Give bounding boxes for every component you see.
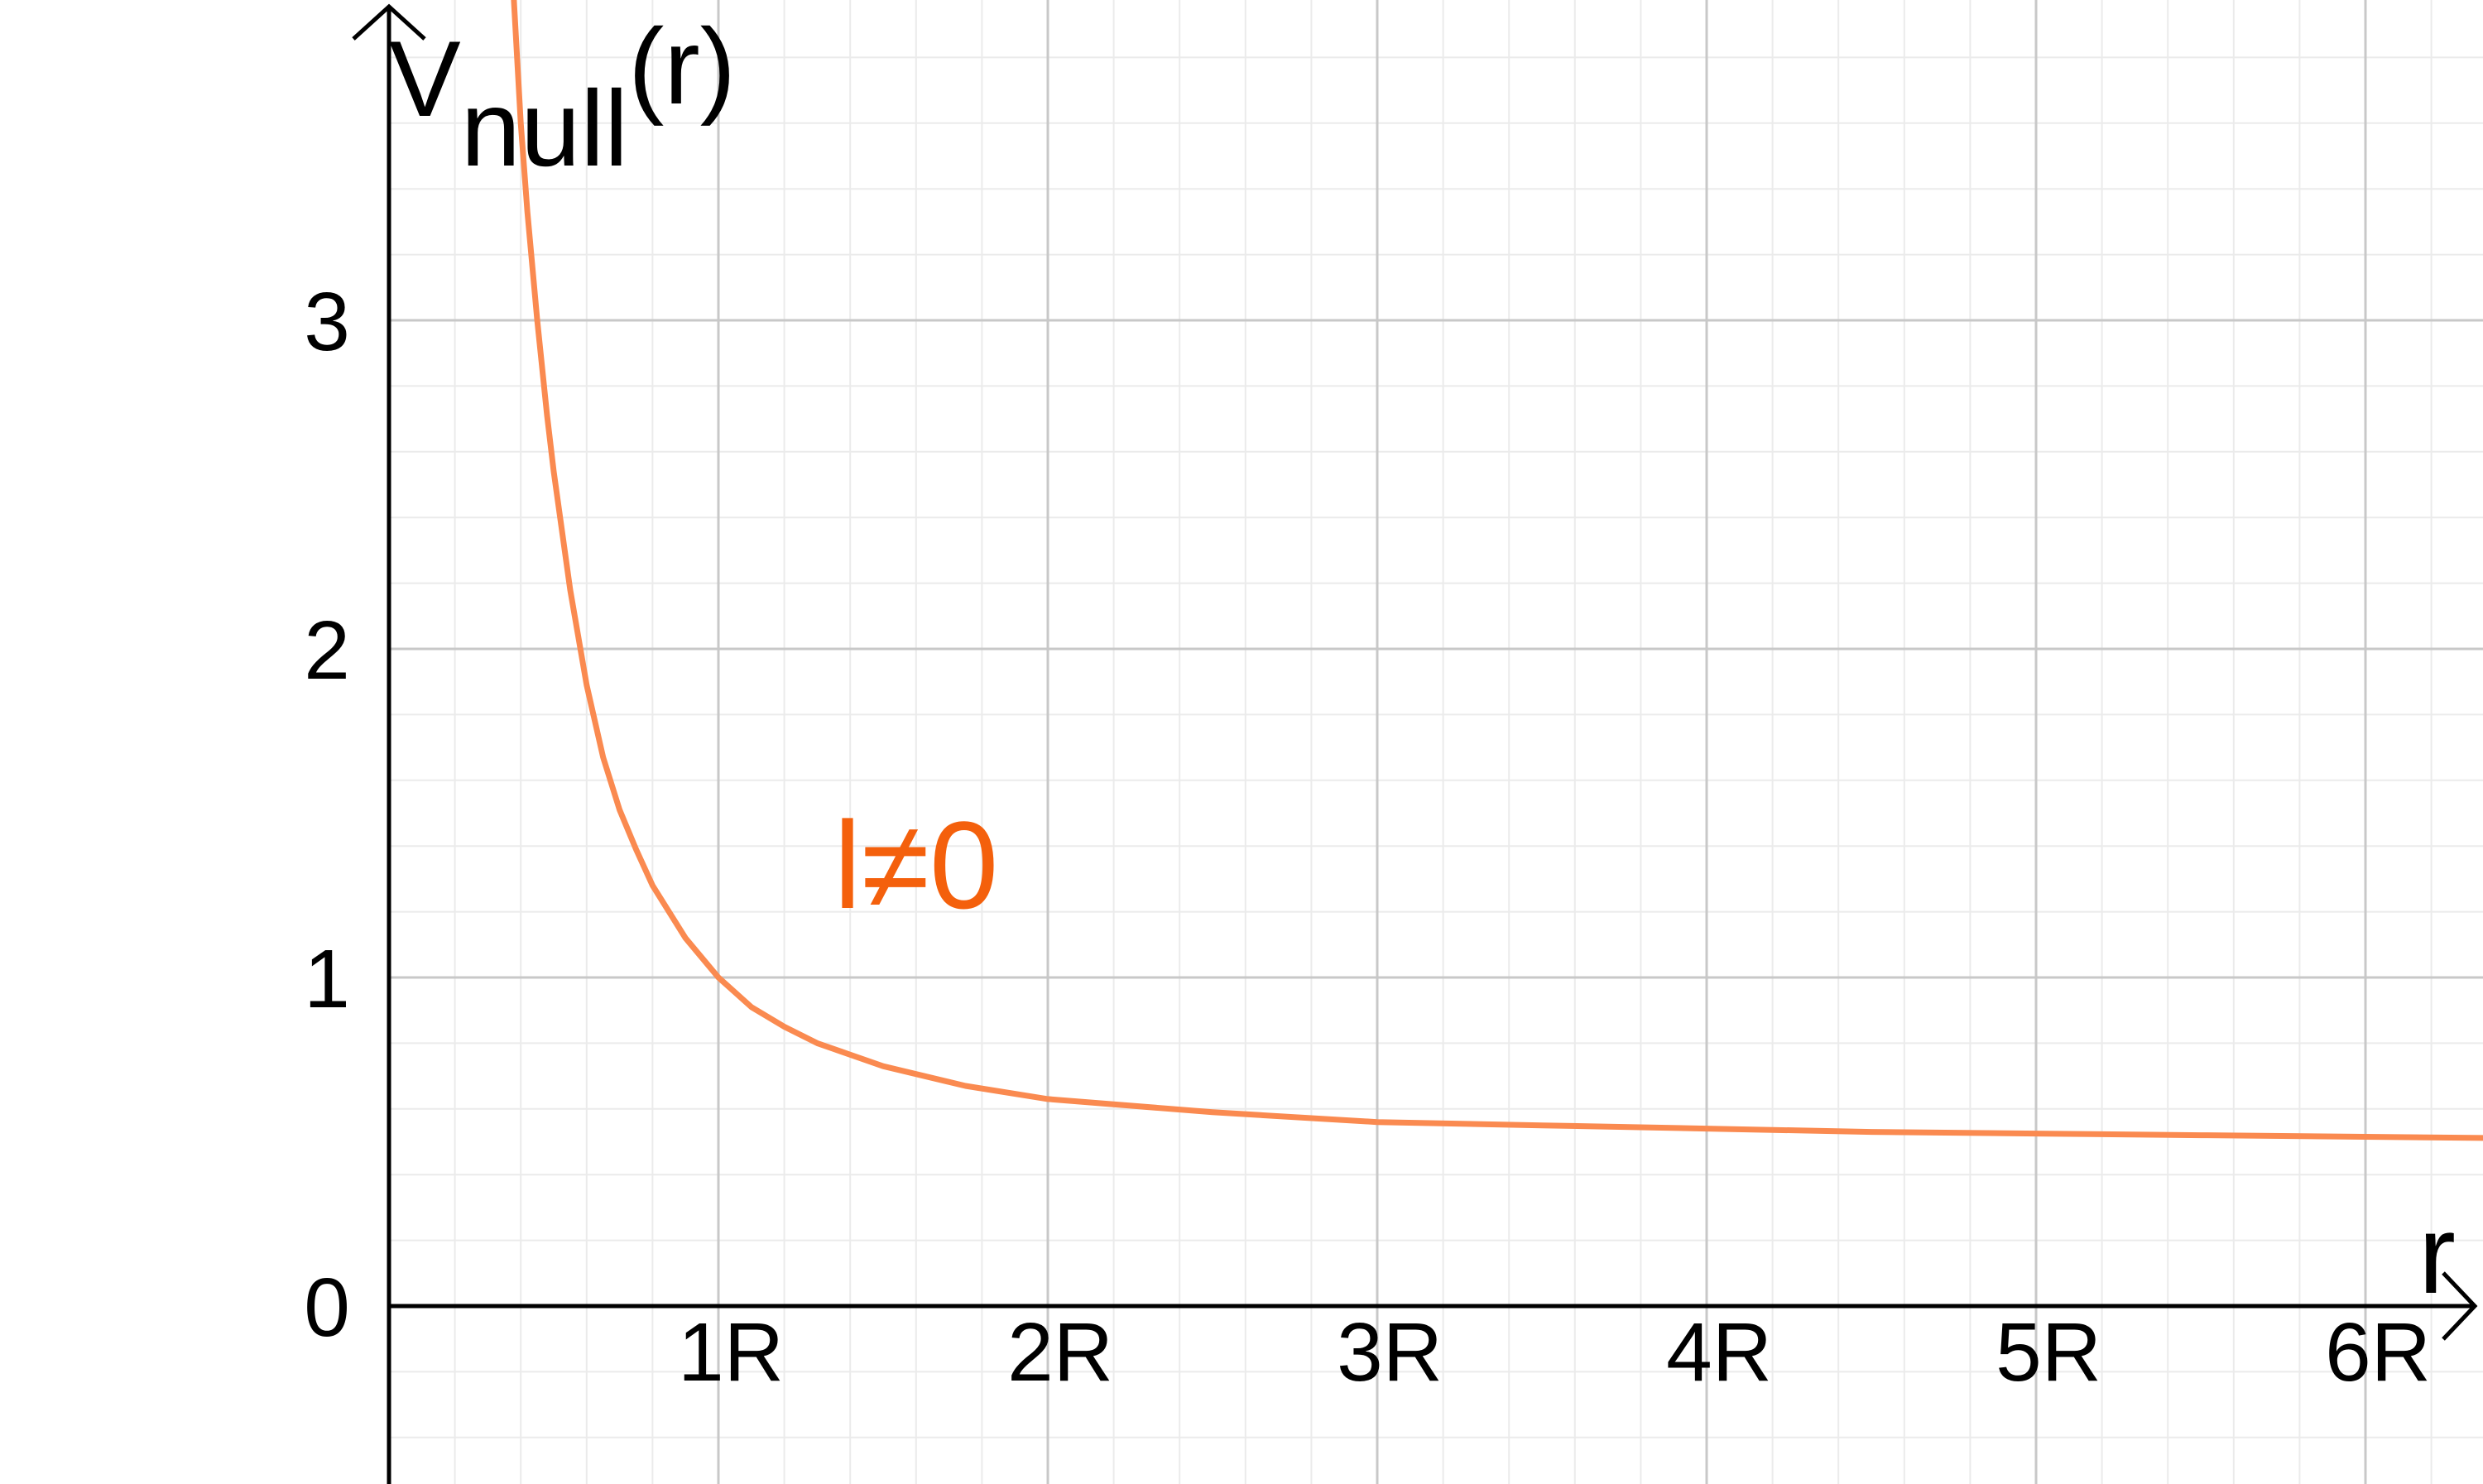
- major-grid: [389, 0, 2483, 1484]
- y-tick-label: 1: [304, 933, 350, 1025]
- x-axis-arrowhead: [2442, 1271, 2478, 1341]
- x-tick-label: 3R: [1337, 1306, 1443, 1399]
- x-tick-label: 6R: [2325, 1306, 2431, 1399]
- x-tick-labels: 1R 2R 3R 4R 5R 6R: [678, 1306, 2431, 1399]
- x-tick-label: 2R: [1007, 1306, 1113, 1399]
- y-axis-title: Vnull(r): [389, 6, 736, 189]
- series-layer: [511, 0, 2483, 1141]
- potential-curve: [511, 0, 2483, 1141]
- annotation-layer: l≠0: [833, 795, 998, 934]
- minor-grid: [389, 0, 2483, 1484]
- y-tick-label: 0: [304, 1261, 350, 1354]
- axes: [352, 3, 2478, 1484]
- x-tick-label: 5R: [1996, 1306, 2101, 1399]
- y-axis-title-suffix: (r): [628, 6, 736, 127]
- y-axis-arrowhead: [352, 3, 426, 41]
- x-axis-title: r: [2418, 1192, 2456, 1317]
- y-axis-title-base: V: [389, 18, 461, 139]
- y-tick-label: 2: [304, 604, 350, 697]
- y-axis-title-subscript: null: [461, 68, 628, 189]
- y-tick-labels: 0 1 2 3: [304, 276, 350, 1354]
- x-tick-label: 4R: [1666, 1306, 1772, 1399]
- x-tick-label: 1R: [678, 1306, 784, 1399]
- y-tick-label: 3: [304, 276, 350, 368]
- curve-annotation: l≠0: [833, 795, 998, 934]
